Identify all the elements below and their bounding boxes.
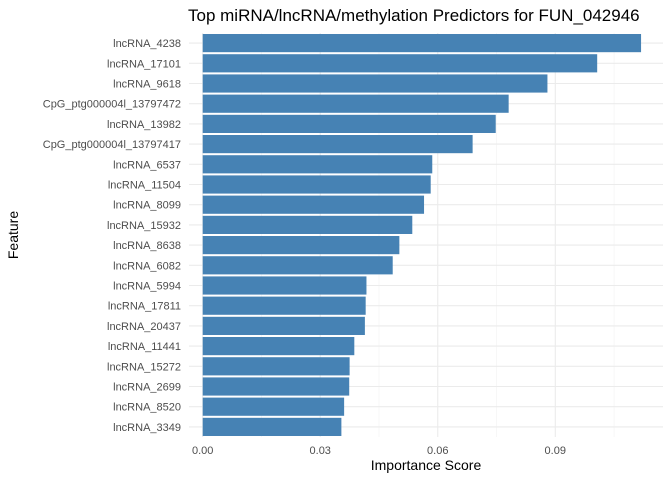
y-tick-label: lncRNA_17101 (107, 58, 181, 70)
y-tick-label: lncRNA_4238 (113, 38, 181, 50)
bar (202, 175, 431, 194)
bar (202, 236, 400, 255)
bar (202, 34, 642, 53)
x-tick-label: 0.06 (427, 445, 448, 457)
bar (202, 195, 425, 214)
y-tick-labels: lncRNA_4238 lncRNA_17101 lncRNA_9618 CpG_pt… (43, 38, 181, 434)
y-tick-label: lncRNA_8520 (113, 402, 181, 414)
y-tick-label: lncRNA_2699 (113, 382, 181, 394)
x-tick-label: 0.03 (310, 445, 331, 457)
y-tick-label: lncRNA_13982 (107, 119, 181, 131)
bar (202, 114, 496, 133)
y-axis-title: Feature (5, 211, 21, 259)
bar (202, 397, 345, 416)
bar (202, 256, 393, 275)
bar (202, 54, 598, 73)
y-tick-label: lncRNA_8099 (113, 200, 181, 212)
bar (202, 215, 413, 234)
x-axis-title: Importance Score (371, 457, 482, 473)
bar (202, 155, 433, 174)
bar (202, 296, 366, 315)
bar (202, 417, 342, 436)
bar (202, 94, 509, 113)
y-tick-label: lncRNA_20437 (107, 321, 181, 333)
y-tick-label: CpG_ptg000004l_13797472 (43, 99, 181, 111)
x-tick-label: 0.00 (192, 445, 213, 457)
x-tick-label: 0.09 (545, 445, 566, 457)
bar (202, 74, 548, 93)
y-tick-label: lncRNA_5994 (113, 281, 181, 293)
y-tick-label: lncRNA_15932 (107, 220, 181, 232)
chart-title: Top miRNA/lncRNA/methylation Predictors … (188, 6, 640, 25)
y-tick-label: lncRNA_17811 (108, 301, 181, 313)
y-tick-label: lncRNA_11441 (108, 341, 181, 353)
bar (202, 337, 355, 356)
y-tick-label: lncRNA_9618 (113, 79, 181, 91)
y-tick-label: CpG_ptg000004l_13797417 (43, 139, 181, 151)
y-tick-label: lncRNA_6082 (113, 260, 181, 272)
bar (202, 276, 367, 295)
bar (202, 357, 350, 376)
bar (202, 316, 365, 335)
bar (202, 135, 473, 154)
y-tick-label: lncRNA_11504 (108, 180, 181, 192)
y-tick-label: lncRNA_15272 (107, 361, 181, 373)
bars (202, 34, 642, 436)
y-tick-label: lncRNA_3349 (113, 422, 181, 434)
y-tick-label: lncRNA_8638 (113, 240, 181, 252)
x-tick-labels: 0.00 0.03 0.06 0.09 (192, 445, 566, 457)
y-tick-label: lncRNA_6537 (113, 159, 181, 171)
bar (202, 377, 350, 396)
